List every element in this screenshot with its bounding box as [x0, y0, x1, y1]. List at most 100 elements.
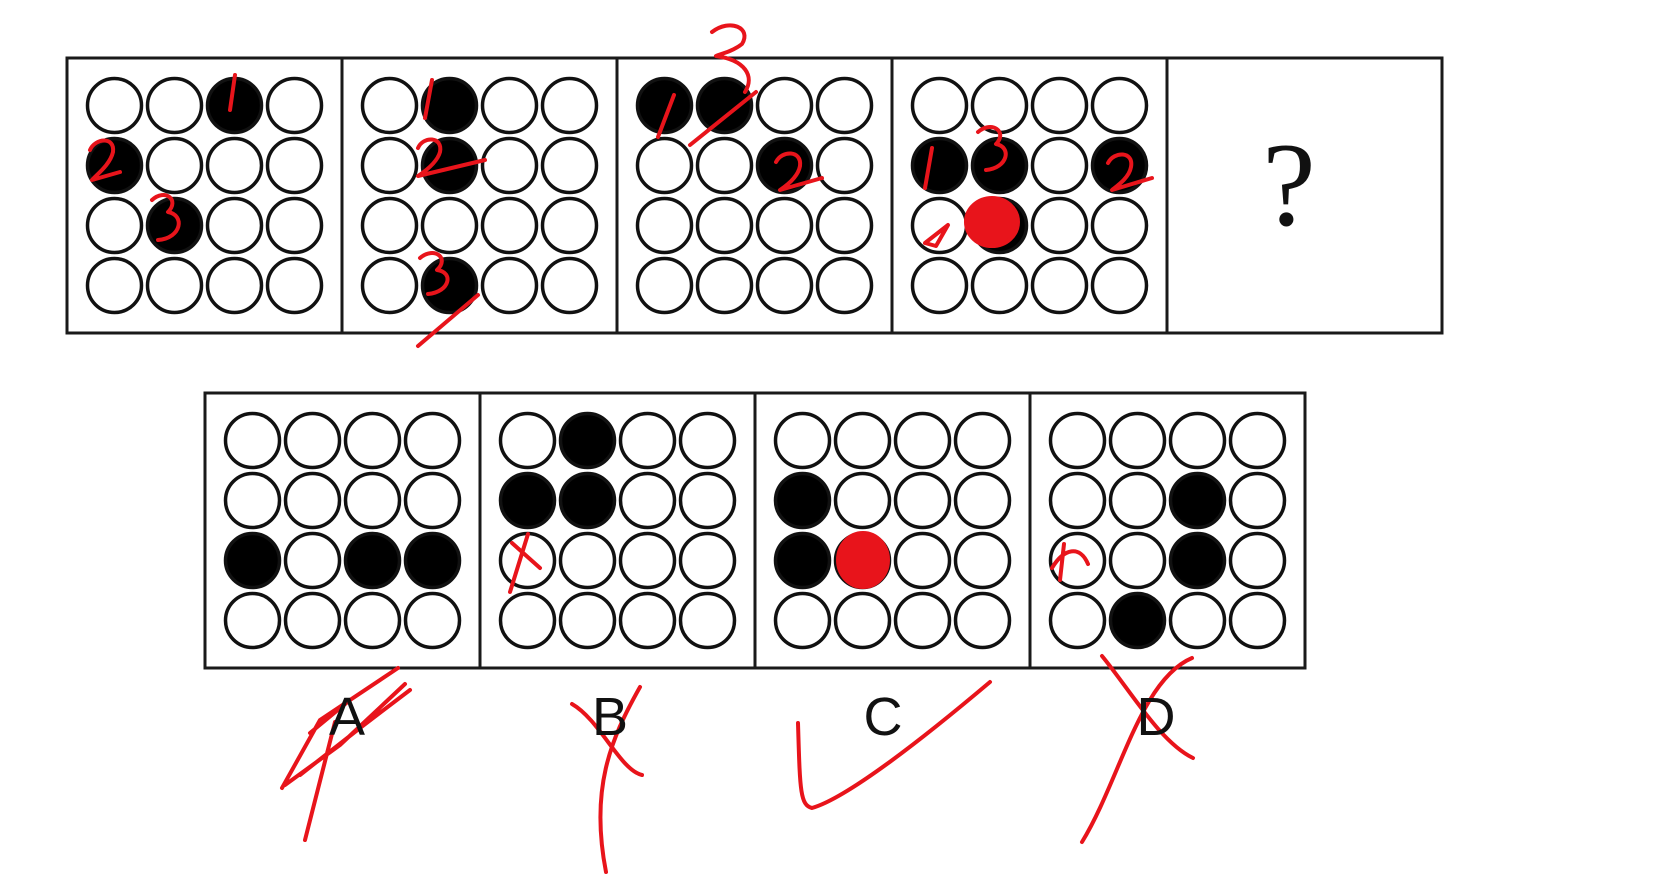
- annotation-digit-3: [710, 23, 751, 94]
- annotation-digit-2: [88, 138, 122, 182]
- sequence-panel-4-filled-circle: [1090, 136, 1149, 195]
- sequence-panel-2-empty-circle: [540, 136, 599, 195]
- annotation-cross-b: [570, 685, 644, 874]
- annotation-stroke: [416, 293, 480, 348]
- option-b-empty-circle: [498, 411, 557, 470]
- sequence-panel-4-empty-circle: [1030, 196, 1089, 255]
- sequence-panel-1-empty-circle: [205, 136, 264, 195]
- option-c-empty-circle: [953, 471, 1012, 530]
- option-b-empty-circle: [678, 591, 737, 650]
- sequence-panel-1-empty-circle: [265, 76, 324, 135]
- option-b-filled-circle: [558, 411, 617, 470]
- option-d-empty-circle: [1228, 471, 1287, 530]
- option-b-filled-circle: [498, 471, 557, 530]
- sequence-panel-4-empty-circle: [910, 196, 969, 255]
- option-c-empty-circle: [893, 591, 952, 650]
- option-b-empty-circle: [558, 531, 617, 590]
- sequence-panel-3-filled-circle: [635, 76, 694, 135]
- option-c-empty-circle: [773, 411, 832, 470]
- missing-panel: [1165, 56, 1444, 335]
- option-b-empty-circle: [618, 591, 677, 650]
- option-b-filled-circle: [558, 471, 617, 530]
- sequence-panel-3-empty-circle: [635, 136, 694, 195]
- annotation-digit-2: [1106, 152, 1154, 192]
- option-a-empty-circle: [223, 591, 282, 650]
- option-d-empty-circle: [1108, 411, 1167, 470]
- sequence-panel-4-empty-circle: [1030, 136, 1089, 195]
- sequence-panel-4-empty-circle: [1030, 76, 1089, 135]
- sequence-panel-4-empty-circle: [970, 256, 1029, 315]
- option-a-empty-circle: [343, 471, 402, 530]
- sequence-panel-3-empty-circle: [695, 196, 754, 255]
- sequence-panel-2-empty-circle: [360, 76, 419, 135]
- sequence-panel-1-empty-circle: [265, 256, 324, 315]
- annotation-digit-3: [150, 193, 181, 242]
- annotation-scribble-a: [280, 666, 412, 842]
- sequence-panel-4-empty-circle: [1090, 256, 1149, 315]
- sequence-panel-4-filled-circle: [910, 136, 969, 195]
- option-a-empty-circle: [403, 591, 462, 650]
- option-a-filled-circle: [343, 531, 402, 590]
- option-a-empty-circle: [343, 591, 402, 650]
- sequence-panel-2-empty-circle: [360, 136, 419, 195]
- option-d-empty-circle: [1168, 411, 1227, 470]
- option-c-empty-circle: [833, 471, 892, 530]
- sequence-panel-2-filled-circle: [420, 136, 479, 195]
- option-a-empty-circle: [283, 591, 342, 650]
- option-d-empty-circle: [1048, 411, 1107, 470]
- option-c-empty-circle: [893, 531, 952, 590]
- red-handwritten-annotations: [88, 23, 1195, 874]
- option-d-empty-circle: [1168, 591, 1227, 650]
- option-b-empty-circle: [678, 411, 737, 470]
- sequence-panel-3-filled-circle: [755, 136, 814, 195]
- option-d-empty-circle: [1108, 471, 1167, 530]
- sequence-panel-2-empty-circle: [360, 256, 419, 315]
- option-label-b: B: [591, 687, 629, 747]
- option-c-filled-circle: [773, 471, 832, 530]
- option-b-empty-circle: [618, 471, 677, 530]
- option-c-empty-circle: [953, 531, 1012, 590]
- option-c-empty-circle: [833, 411, 892, 470]
- sequence-panel-2-empty-circle: [540, 256, 599, 315]
- sequence-panel-3-empty-circle: [815, 256, 874, 315]
- option-label-d: D: [1136, 687, 1176, 747]
- annotation-digit-1: [423, 78, 434, 120]
- option-a-empty-circle: [283, 531, 342, 590]
- annotation-red-fill: [964, 196, 1020, 248]
- annotation-digit-1: [656, 93, 676, 139]
- annotation-digit-2: [774, 151, 824, 192]
- annotation-small-x: [1050, 542, 1090, 582]
- annotation-stroke: [923, 223, 950, 248]
- option-c-empty-circle: [773, 591, 832, 650]
- sequence-panel-3-empty-circle: [815, 136, 874, 195]
- sequence-panel-4-empty-circle: [1090, 76, 1149, 135]
- option-d-empty-circle: [1228, 411, 1287, 470]
- option-c-empty-circle: [833, 591, 892, 650]
- annotation-small-x: [508, 532, 542, 594]
- option-label-c: C: [863, 687, 903, 747]
- sequence-panel-1-empty-circle: [145, 76, 204, 135]
- annotation-digit-2: [416, 137, 487, 178]
- sequence-panel-2-empty-circle: [480, 256, 539, 315]
- annotation-stroke: [688, 90, 758, 147]
- option-a-empty-circle: [223, 471, 282, 530]
- annotation-red-fill: [836, 531, 890, 589]
- sequence-panel-4-empty-circle: [970, 76, 1029, 135]
- sequence-panel-2-empty-circle: [480, 76, 539, 135]
- option-a-filled-circle: [223, 531, 282, 590]
- question-mark: ?: [1262, 118, 1316, 251]
- sequence-panel-1-empty-circle: [85, 256, 144, 315]
- sequence-panel-1-empty-circle: [265, 196, 324, 255]
- option-d-filled-circle: [1108, 591, 1167, 650]
- option-a-empty-circle: [403, 471, 462, 530]
- annotation-digit-3: [976, 125, 1008, 172]
- sequence-panel-3-empty-circle: [755, 76, 814, 135]
- option-d-empty-circle: [1228, 591, 1287, 650]
- option-b-empty-circle: [498, 591, 557, 650]
- sequence-panel-1-empty-circle: [85, 196, 144, 255]
- sequence-panel-2-empty-circle: [480, 136, 539, 195]
- sequence-panel-2-empty-circle: [420, 196, 479, 255]
- sequence-panel-1-empty-circle: [265, 136, 324, 195]
